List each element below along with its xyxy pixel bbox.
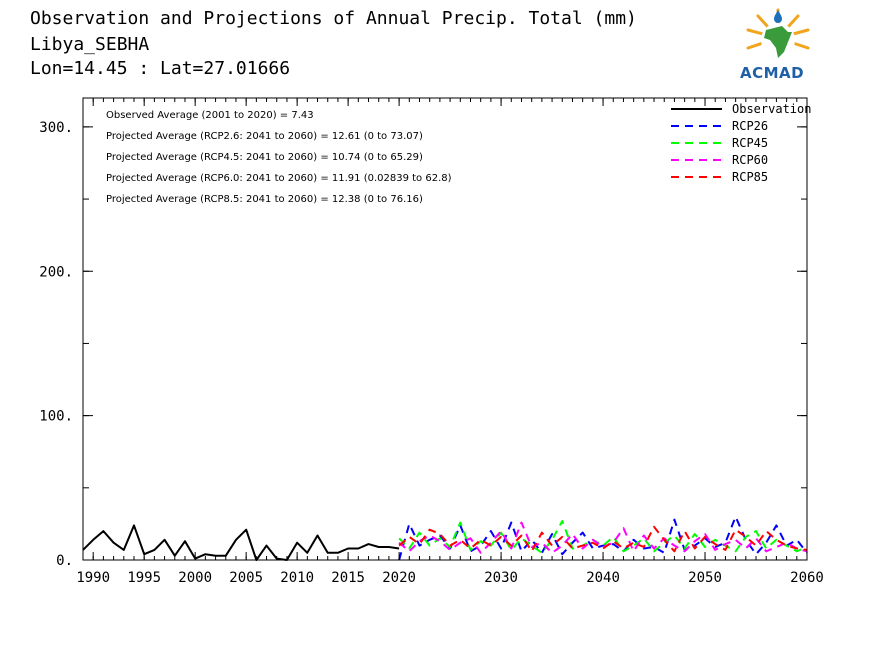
chart-title: Observation and Projections of Annual Pr…: [30, 8, 637, 29]
x-tick-label: 2005: [229, 570, 263, 586]
x-tick-label: 2015: [331, 570, 365, 586]
legend-label-rcp45: RCP45: [732, 136, 768, 150]
y-tick-label: 200.: [39, 264, 73, 280]
annotation-text: Projected Average (RCP8.5: 2041 to 2060)…: [106, 194, 423, 205]
legend-label-rcp85: RCP85: [732, 170, 768, 184]
annotation-text: Projected Average (RCP2.6: 2041 to 2060)…: [106, 131, 423, 142]
acmad-logo: [736, 8, 820, 84]
location-label: Libya_SEBHA: [30, 34, 150, 55]
coordinates-label: Lon=14.45 : Lat=27.01666: [30, 58, 291, 79]
x-tick-label: 2040: [586, 570, 620, 586]
x-tick-label: 2020: [382, 570, 416, 586]
series-line-rcp60: [398, 521, 808, 554]
y-tick-label: 100.: [39, 409, 73, 425]
annotation-text: Projected Average (RCP6.0: 2041 to 2060)…: [106, 173, 452, 184]
legend-label-rcp26: RCP26: [732, 119, 768, 133]
x-tick-label: 1995: [127, 570, 161, 586]
series-line-rcp45: [398, 520, 808, 554]
series-line-rcp26: [398, 515, 808, 561]
x-tick-label: 2060: [790, 570, 824, 586]
acmad-logo-text: ACMAD: [740, 64, 805, 82]
x-tick-label: 2010: [280, 570, 314, 586]
x-tick-label: 2000: [178, 570, 212, 586]
legend-label-rcp60: RCP60: [732, 153, 768, 167]
y-tick-label: 0.: [56, 553, 73, 569]
annotation-text: Observed Average (2001 to 2020) = 7.43: [106, 110, 314, 121]
series-line-observation: [82, 524, 400, 561]
annotation-text: Projected Average (RCP4.5: 2041 to 2060)…: [106, 152, 423, 163]
x-tick-label: 1990: [76, 570, 110, 586]
x-tick-label: 2030: [484, 570, 518, 586]
series-line-rcp85: [398, 525, 808, 553]
y-tick-label: 300.: [39, 120, 73, 136]
legend-label-observation: Observation: [732, 102, 811, 116]
plot-frame: [82, 97, 808, 561]
x-tick-label: 2050: [688, 570, 722, 586]
